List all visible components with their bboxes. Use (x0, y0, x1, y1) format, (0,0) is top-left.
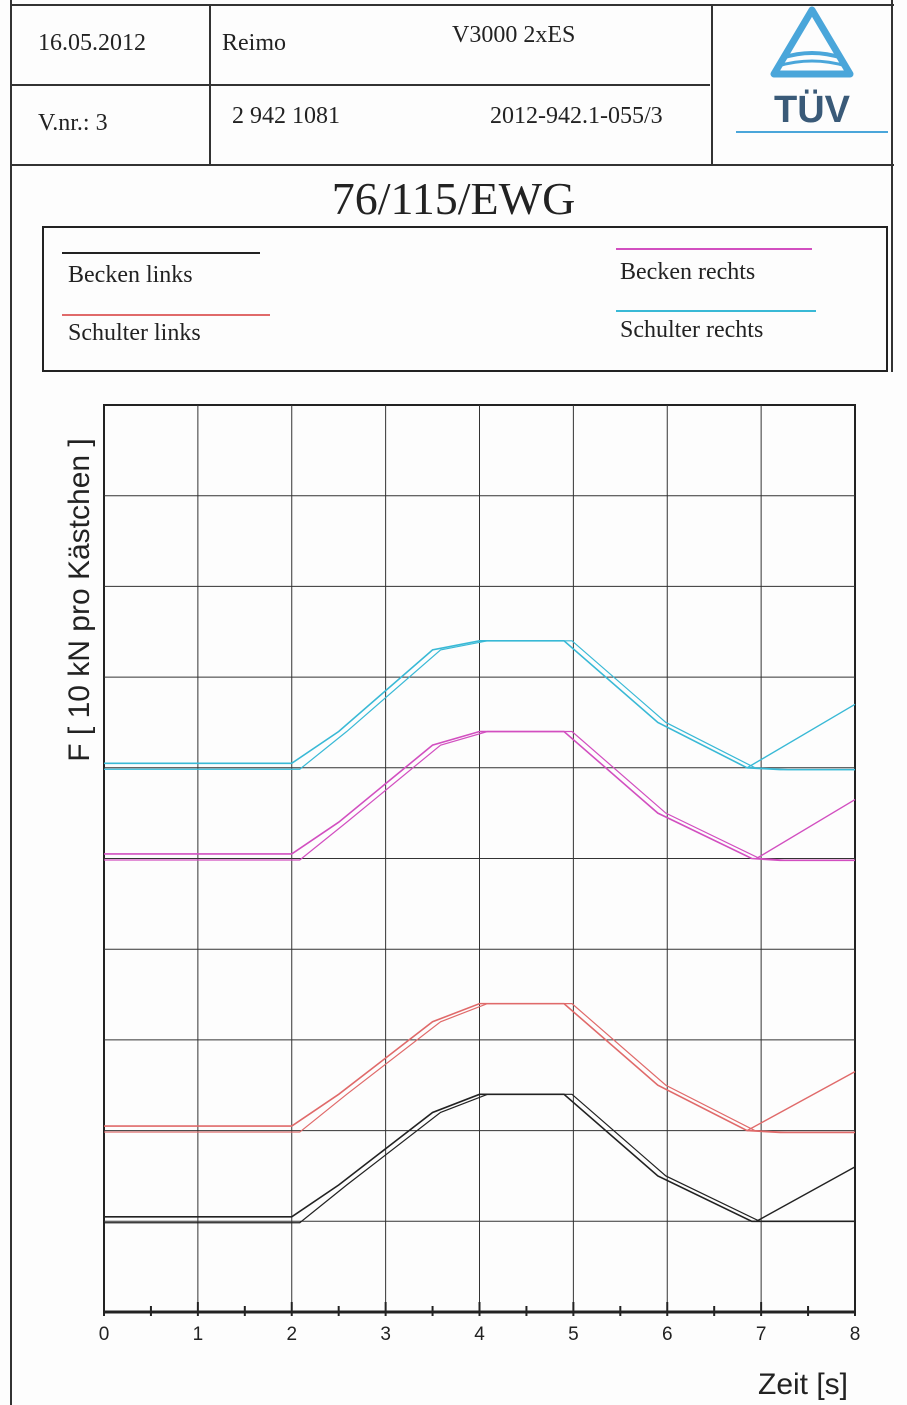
legend: Becken links Schulter links Becken recht… (42, 226, 888, 372)
header-col-divider-2 (711, 4, 713, 166)
series-line-2-trace-b (104, 730, 855, 861)
x-axis-label: Zeit [s] (758, 1368, 849, 1401)
legend-line-becken-links (62, 252, 260, 254)
page-title: 76/115/EWG (331, 173, 576, 224)
x-tick-label: 4 (474, 1324, 485, 1345)
tuev-logo: TÜV (732, 6, 892, 136)
test-number: 2 942 1081 (232, 103, 340, 129)
series-line-3-trace-b (104, 1003, 855, 1134)
tuev-triangle-icon: TÜV (736, 6, 888, 133)
x-tick-label: 1 (193, 1324, 204, 1345)
series-line-4-rise (756, 1166, 856, 1222)
page-border-left (10, 0, 12, 1405)
model-name: V3000 2xES (452, 22, 576, 48)
series-line-4-trace-b (104, 1093, 855, 1224)
test-date: 16.05.2012 (38, 30, 146, 56)
series-line-3-rise (746, 1071, 856, 1132)
x-tick-label: 6 (662, 1324, 673, 1345)
report-id: 2012-942.1-055/3 (490, 103, 663, 129)
chart-grid (103, 404, 856, 1313)
legend-label-becken-links: Becken links (68, 262, 193, 288)
legend-line-schulter-rechts (616, 310, 816, 312)
header-row-divider (10, 84, 710, 86)
x-tick-label: 5 (568, 1324, 579, 1345)
chart-series (104, 640, 856, 1224)
series-line-2-rise (756, 798, 856, 860)
legend-label-becken-rechts: Becken rechts (620, 259, 756, 285)
x-tick-label: 0 (99, 1324, 110, 1345)
header-border-right (891, 0, 893, 372)
x-tick-label: 3 (380, 1324, 391, 1345)
header-top-rule (10, 4, 894, 6)
header-col-divider-1 (209, 4, 211, 166)
manufacturer: Reimo (222, 30, 286, 56)
legend-line-schulter-links (62, 314, 270, 316)
x-tick-label: 7 (756, 1324, 767, 1345)
header-bottom-rule (10, 164, 894, 166)
series-line-1-rise (746, 703, 856, 769)
legend-label-schulter-links: Schulter links (68, 320, 201, 346)
series-line-1-trace-b (104, 640, 855, 771)
legend-label-schulter-rechts: Schulter rechts (620, 317, 764, 343)
legend-line-becken-rechts (616, 248, 812, 250)
tuev-logo-text: TÜV (774, 88, 851, 131)
version-number: V.nr.: 3 (38, 110, 108, 136)
x-tick-label: 8 (850, 1324, 861, 1345)
x-tick-label: 2 (286, 1324, 297, 1345)
x-axis: 0 1 2 3 4 5 6 7 8 (99, 1302, 861, 1345)
